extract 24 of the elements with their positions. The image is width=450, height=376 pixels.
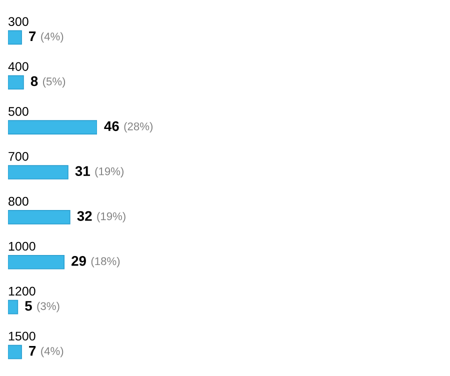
bar xyxy=(8,210,70,224)
bar xyxy=(8,30,22,45)
bar xyxy=(8,344,22,360)
data-label: 7 (4%) xyxy=(29,32,64,43)
y-tick-label: 1200 xyxy=(8,286,36,296)
y-tick-label: 1500 xyxy=(8,332,36,341)
data-label: 31 (19%) xyxy=(75,166,124,178)
y-tick-label: 700 xyxy=(8,152,28,161)
y-tick-label: 800 xyxy=(8,196,28,206)
data-label: 46 (28%) xyxy=(104,121,153,133)
bar xyxy=(8,75,24,90)
bar xyxy=(8,165,68,180)
y-tick-label: 500 xyxy=(8,107,28,116)
y-tick-label: 400 xyxy=(8,62,28,71)
y-tick-label: 1000 xyxy=(8,242,36,251)
data-label: 32 (19%) xyxy=(77,211,126,222)
y-tick-label: 300 xyxy=(8,17,28,26)
bar xyxy=(8,300,18,314)
data-label: 5 (3%) xyxy=(25,301,60,312)
data-label: 8 (5%) xyxy=(30,76,66,88)
data-label: 29 (18%) xyxy=(72,256,120,268)
bar xyxy=(8,120,97,134)
bar xyxy=(8,254,65,270)
data-label: 7 (4%) xyxy=(29,346,64,358)
